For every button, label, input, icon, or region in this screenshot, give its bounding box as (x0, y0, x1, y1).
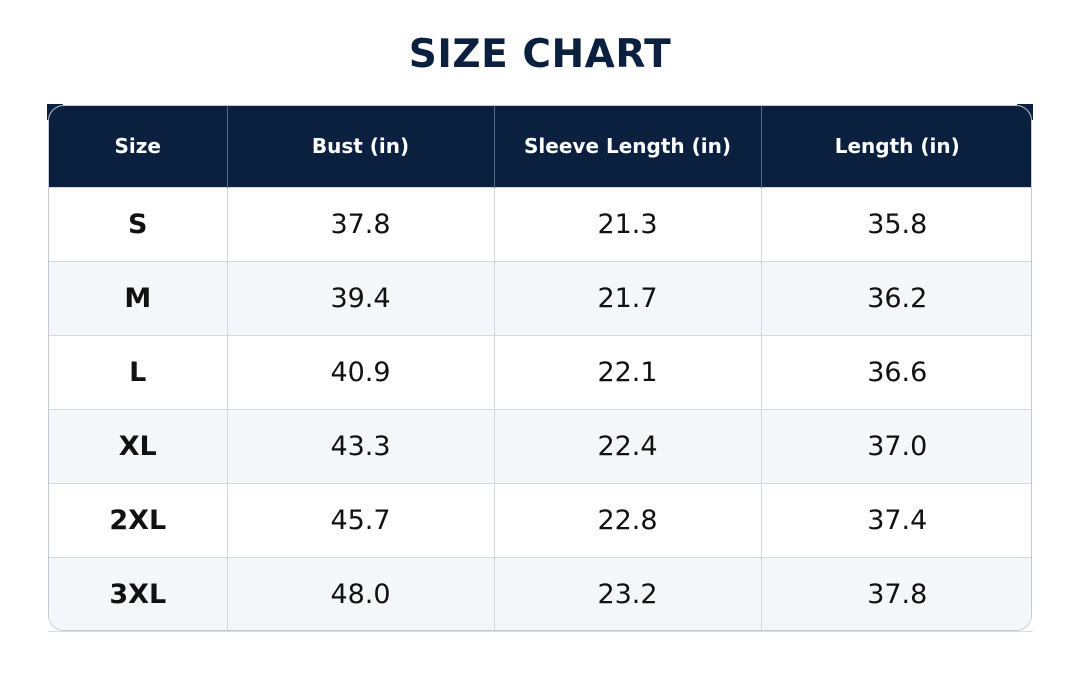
header-size: Size (49, 106, 228, 187)
bust-cell: 43.3 (227, 408, 495, 483)
length-cell: 36.2 (761, 260, 1031, 335)
bottom-divider (48, 631, 1033, 632)
length-cell: 35.8 (761, 186, 1031, 261)
table-row: XL 43.3 22.4 37.0 (49, 408, 1031, 483)
table-row: 2XL 45.7 22.8 37.4 (49, 482, 1031, 557)
header-row: Size Bust (in) Sleeve Length (in) Length… (49, 106, 1031, 187)
sleeve-length-cell: 22.8 (494, 482, 762, 557)
table-body: S 37.8 21.3 35.8 M 39.4 21.7 36.2 L 40.9… (49, 186, 1031, 630)
size-cell: XL (49, 408, 228, 483)
length-cell: 37.4 (761, 482, 1031, 557)
sleeve-length-cell: 22.4 (494, 408, 762, 483)
sleeve-length-cell: 21.7 (494, 260, 762, 335)
length-cell: 37.0 (761, 408, 1031, 483)
bust-cell: 45.7 (227, 482, 495, 557)
header-sleeve-length: Sleeve Length (in) (494, 106, 762, 187)
size-cell: M (49, 260, 228, 335)
length-cell: 37.8 (761, 556, 1031, 630)
table-row: S 37.8 21.3 35.8 (49, 186, 1031, 261)
size-cell: 2XL (49, 482, 228, 557)
bust-cell: 37.8 (227, 186, 495, 261)
table-row: M 39.4 21.7 36.2 (49, 260, 1031, 335)
table-row: L 40.9 22.1 36.6 (49, 334, 1031, 409)
size-cell: S (49, 186, 228, 261)
size-cell: 3XL (49, 556, 228, 630)
bust-cell: 48.0 (227, 556, 495, 630)
size-chart-table-container: Size Bust (in) Sleeve Length (in) Length… (48, 105, 1032, 631)
header-length: Length (in) (834, 134, 960, 159)
table-row: 3XL 48.0 23.2 37.8 (49, 556, 1031, 630)
page-title: SIZE CHART (408, 32, 672, 77)
length-cell: 36.6 (761, 334, 1031, 409)
sleeve-length-cell: 21.3 (494, 186, 762, 261)
table-header: Size Bust (in) Sleeve Length (in) Length… (49, 106, 1031, 187)
sleeve-length-cell: 23.2 (494, 556, 762, 630)
bust-cell: 40.9 (227, 334, 495, 409)
sleeve-length-cell: 22.1 (494, 334, 762, 409)
size-chart-table: Size Bust (in) Sleeve Length (in) Length… (49, 106, 1031, 630)
size-cell: L (49, 334, 228, 409)
bust-cell: 39.4 (227, 260, 495, 335)
header-bust: Bust (in) (227, 106, 495, 187)
